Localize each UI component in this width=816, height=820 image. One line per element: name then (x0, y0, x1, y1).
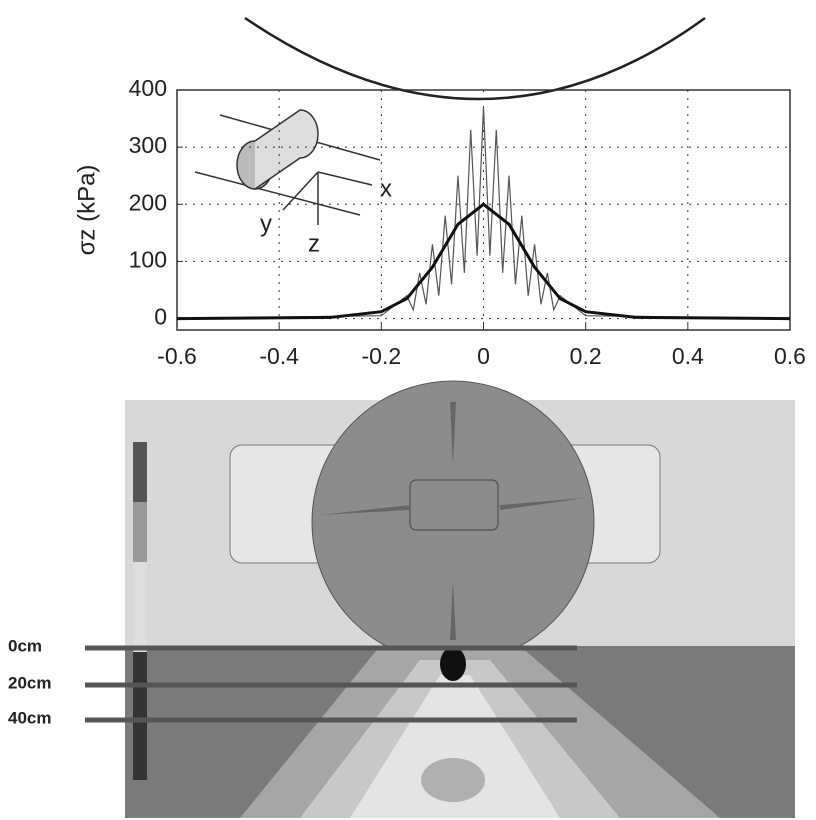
x-tick-label: 0 (477, 343, 490, 369)
inset-label: x (380, 175, 392, 202)
inset-label: y (260, 210, 272, 237)
x-tick-label: -0.4 (259, 343, 299, 369)
x-tick-label: 0.4 (672, 343, 704, 369)
y-tick-label: 300 (129, 132, 167, 158)
depth-label: 40cm (8, 708, 51, 727)
depth-label: 0cm (8, 636, 42, 655)
wheel-arc (244, 16, 706, 101)
y-axis-label: σz (kPa) (73, 165, 100, 256)
y-tick-label: 0 (154, 304, 167, 330)
y-tick-label: 100 (129, 247, 167, 273)
y-tick-label: 400 (129, 75, 167, 101)
x-tick-label: -0.2 (362, 343, 402, 369)
depth-label: 20cm (8, 673, 51, 692)
inset-label: z (308, 230, 320, 257)
x-tick-label: 0.2 (570, 343, 602, 369)
y-tick-label: 200 (129, 189, 167, 215)
series-line (176, 202, 791, 321)
series-line (176, 107, 791, 320)
fem-panel (85, 380, 795, 818)
x-tick-label: 0.6 (774, 343, 806, 369)
inset (194, 109, 381, 225)
x-tick-label: -0.6 (157, 343, 197, 369)
